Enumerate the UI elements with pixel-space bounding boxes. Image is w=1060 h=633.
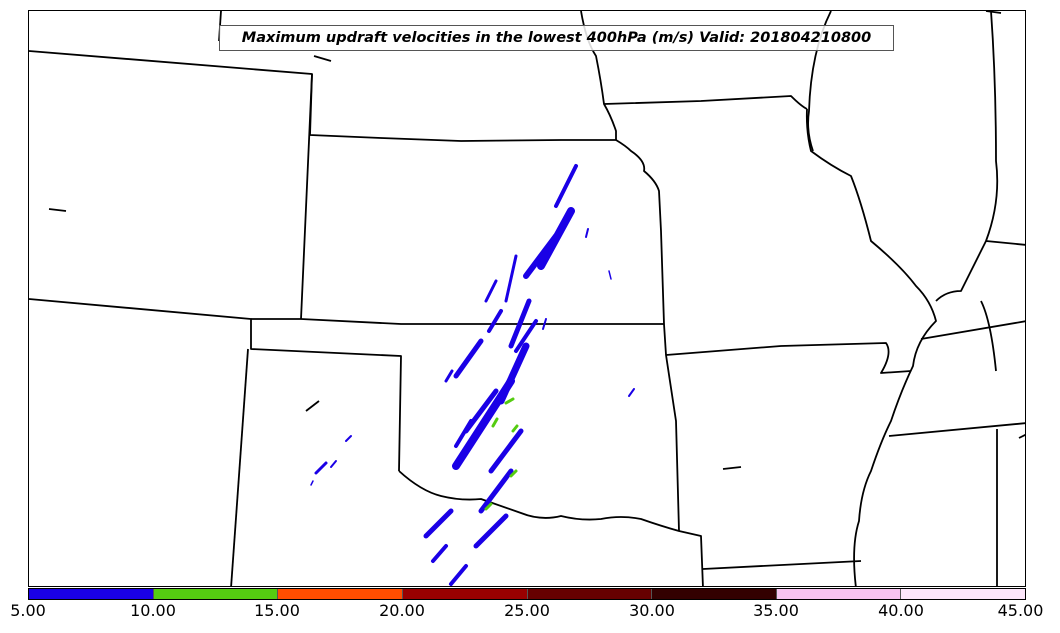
colorbar-tick-label: 35.00 [753, 601, 799, 620]
updraft-streak-strong [484, 502, 493, 511]
updraft-streak-strong [511, 424, 519, 433]
updraft-streak [514, 319, 538, 353]
state-boundaries [29, 11, 1025, 586]
updraft-streak [449, 564, 468, 586]
updraft-streak [431, 544, 448, 563]
updraft-streak [314, 461, 328, 475]
updraft-streak [452, 377, 515, 470]
updraft-streak-strong [504, 397, 515, 405]
updraft-streak [444, 369, 454, 383]
colorbar-segment-1 [29, 589, 154, 599]
updraft-streak [554, 164, 578, 208]
colorbar-tick-label: 5.00 [10, 601, 46, 620]
updraft-streak [523, 233, 559, 279]
colorbar-segment-7 [776, 589, 902, 599]
updraft-streak [542, 318, 547, 330]
map-canvas [29, 11, 1025, 586]
updraft-streak [508, 298, 532, 349]
colorbar-labels: 5.00 10.00 15.00 20.00 25.00 30.00 35.00… [0, 601, 1060, 625]
updraft-streak [504, 254, 518, 303]
colorbar-segment-2 [153, 589, 279, 599]
colorbar-tick-label: 40.00 [878, 601, 924, 620]
updraft-contours [310, 164, 635, 586]
colorbar-tick-label: 15.00 [254, 601, 300, 620]
colorbar-tick-label: 20.00 [379, 601, 425, 620]
colorbar-tick-label: 25.00 [504, 601, 550, 620]
updraft-streak [628, 388, 635, 397]
updraft-streak [473, 513, 509, 549]
updraft-streak [310, 480, 314, 486]
colorbar-tick-label: 30.00 [629, 601, 675, 620]
updraft-streak-strong [509, 469, 518, 478]
updraft-streak [487, 309, 503, 333]
updraft-streak [453, 338, 484, 379]
colorbar-segment-3 [278, 589, 403, 599]
colorbar-segment-5 [527, 589, 653, 599]
colorbar-segment-6 [652, 589, 777, 599]
map-title-box: Maximum updraft velocities in the lowest… [219, 25, 894, 51]
colorbar-tick-label: 45.00 [997, 601, 1044, 620]
updraft-streak [488, 428, 524, 474]
colorbar-tick-label: 10.00 [130, 601, 176, 620]
updraft-streak [345, 435, 352, 442]
updraft-streak [423, 508, 454, 539]
colorbar [28, 588, 1026, 600]
colorbar-segment-4 [402, 589, 528, 599]
colorbar-segment-8 [901, 589, 1025, 599]
updraft-streak [454, 419, 473, 448]
updraft-streak [478, 468, 514, 514]
map-frame: Maximum updraft velocities in the lowest… [28, 10, 1026, 587]
updraft-streak-strong [491, 417, 499, 428]
updraft-streak [585, 228, 589, 238]
updraft-streak [330, 460, 337, 468]
updraft-streak [484, 279, 498, 303]
updraft-streak [608, 270, 612, 280]
map-title: Maximum updraft velocities in the lowest… [241, 30, 872, 46]
